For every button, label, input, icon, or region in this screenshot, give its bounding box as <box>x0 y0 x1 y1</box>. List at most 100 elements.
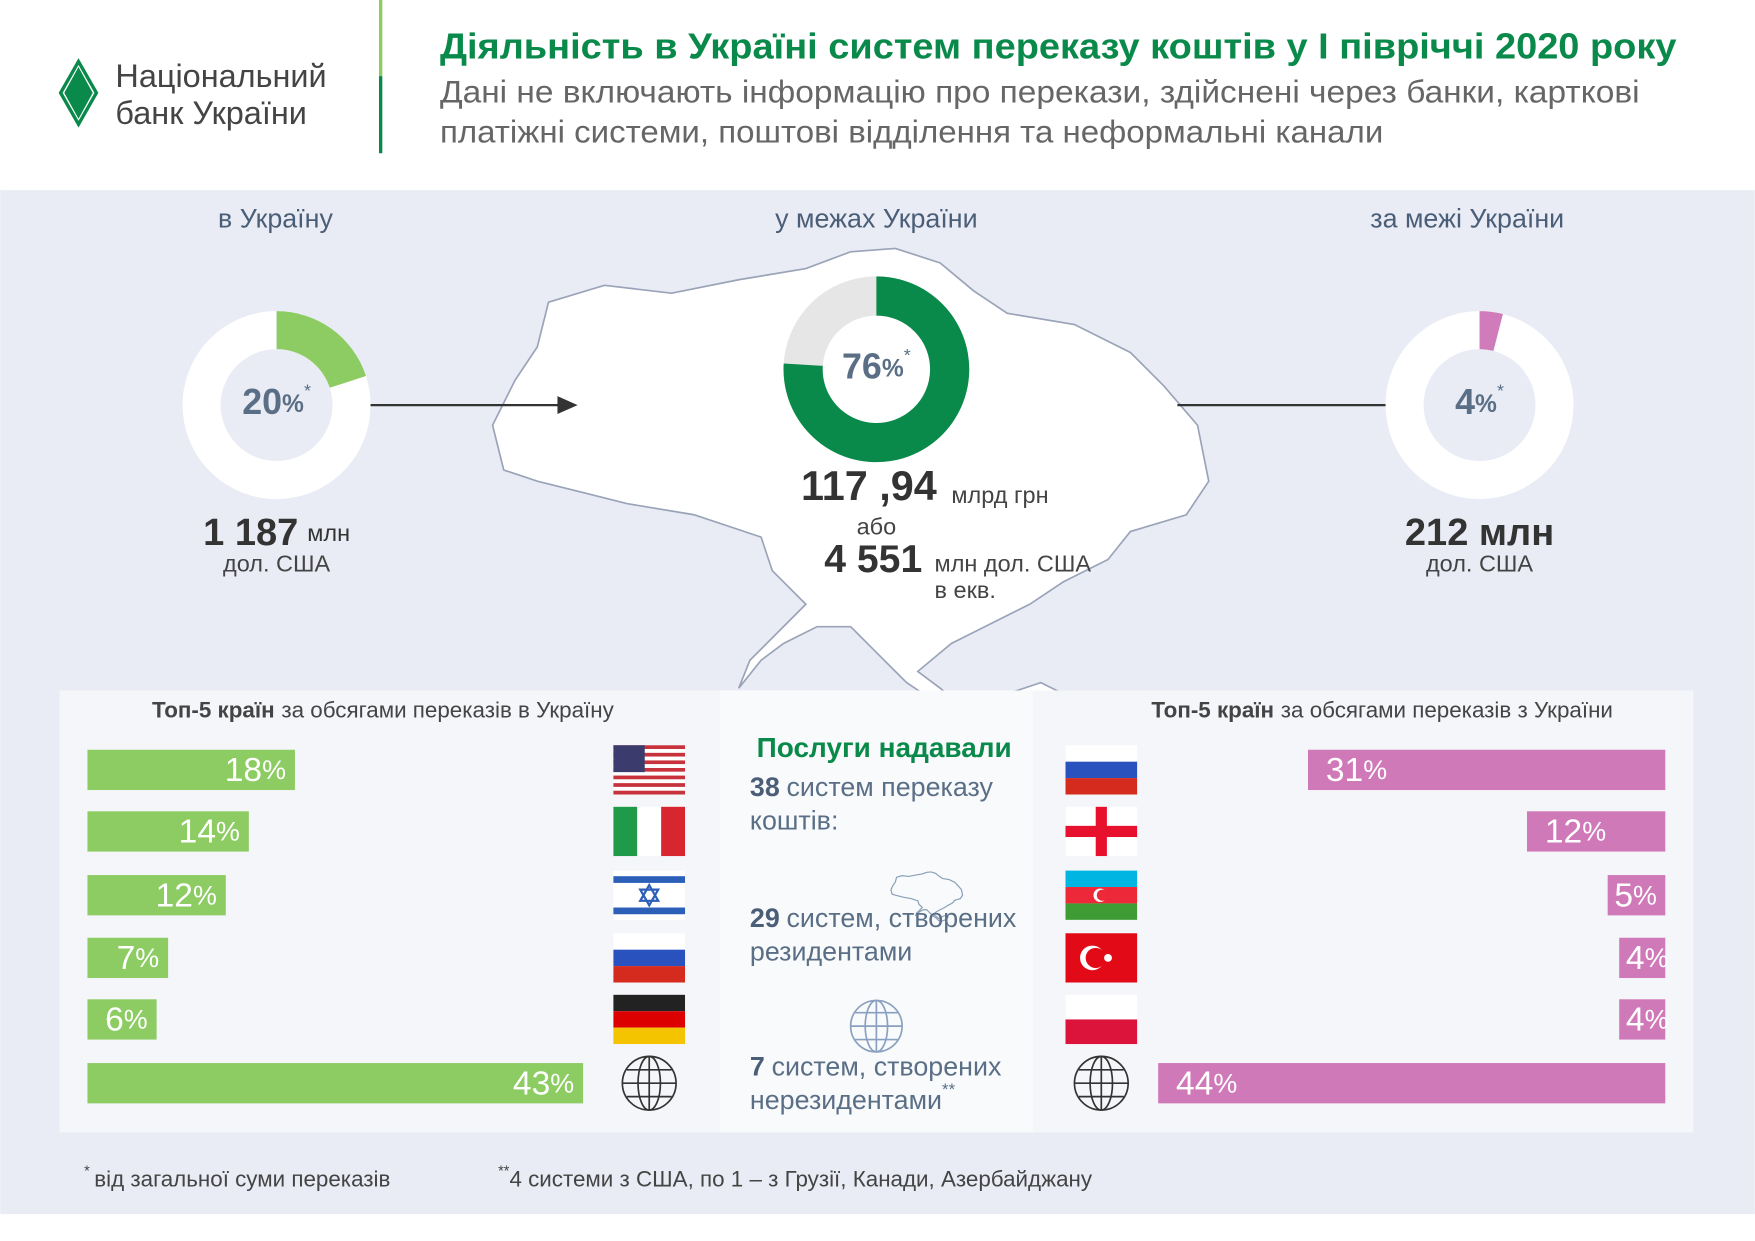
globe-icon <box>849 999 903 1053</box>
flag-stripe <box>613 771 686 776</box>
panel-title-rest: за обсягами переказів в Україну <box>281 698 614 723</box>
footnote: **4 системи з США, по 1 – з Грузії, Кана… <box>498 1163 1093 1191</box>
globe-icon <box>621 1055 677 1111</box>
panel-title: Топ-5 країн за обсягами переказів в Украї… <box>152 698 615 723</box>
flag-stripe <box>637 806 662 857</box>
panel-title: Топ-5 країн за обсягами переказів з Украї… <box>1151 698 1613 723</box>
header-bg <box>0 0 1755 191</box>
share-unit: % <box>882 355 904 382</box>
flag-crescent <box>1085 947 1106 968</box>
flag-stripe <box>613 907 686 915</box>
bar-value: 5 <box>1614 877 1633 914</box>
flag-stripe <box>1065 870 1138 888</box>
bar-value: 18 <box>225 752 262 789</box>
flag-stripe <box>613 1027 686 1045</box>
service-text: систем, створених <box>787 903 1017 933</box>
flag-stripe <box>613 790 686 795</box>
bar-value: 6 <box>105 1002 124 1039</box>
bar-unit: % <box>193 881 217 911</box>
amount-value: 212 млн <box>1405 512 1554 554</box>
footnote-text: від загальної суми переказів <box>94 1166 390 1191</box>
bar <box>87 1063 584 1104</box>
service-line: 29 систем, створених <box>750 903 1017 933</box>
subtitle: платіжні системи, поштові відділення та … <box>440 115 1383 150</box>
arrow-head <box>557 396 578 415</box>
amount: 1 187 млн <box>203 512 350 554</box>
bar-value: 31 <box>1326 752 1363 789</box>
or-label: або <box>857 513 897 539</box>
donut-track <box>182 311 371 500</box>
flow-label: у межах України <box>775 204 977 234</box>
flag-stripe <box>613 767 686 772</box>
footnote-text: 4 системи з США, по 1 – з Грузії, Канади… <box>509 1166 1092 1191</box>
bar-value: 14 <box>179 814 216 851</box>
bar-unit: % <box>216 817 240 847</box>
flag-stripe <box>613 752 686 757</box>
bar-unit: % <box>135 943 159 973</box>
map-ukraine <box>491 247 1210 740</box>
logo-text: банк України <box>115 95 306 131</box>
bar <box>1607 875 1666 916</box>
service-line: 7 систем, створених <box>750 1052 1002 1082</box>
bar-label: 44% <box>1176 1065 1237 1102</box>
flag-stripe <box>613 760 686 765</box>
flag-star <box>638 882 661 908</box>
flag-stripe <box>613 786 686 791</box>
share-label: 20%* <box>242 380 311 422</box>
bar-unit: % <box>262 755 286 785</box>
panel-title-bold: Топ-5 країн <box>152 698 275 723</box>
bars: 18%14%12%7%6%43%31%12%5%4%4%44% <box>87 749 1669 1104</box>
amount-unit: млн дол. США <box>935 550 1092 576</box>
panel-title-bold: Топ-5 країн <box>1151 698 1274 723</box>
bar <box>87 999 157 1040</box>
amount-value: 1 187 <box>203 512 298 554</box>
bar-label: 31% <box>1326 752 1387 789</box>
bar <box>1619 999 1666 1040</box>
flag-stripe <box>613 966 686 983</box>
share-value: 76 <box>842 347 882 387</box>
amount-unit: млн <box>307 520 350 546</box>
flag-canton <box>613 745 645 773</box>
bar-value: 4 <box>1626 1002 1645 1039</box>
bar-value: 12 <box>1545 814 1582 851</box>
flag-stripe <box>613 949 686 967</box>
logo-inner <box>64 67 93 119</box>
bar-label: 4% <box>1626 940 1669 977</box>
service-count: 7 <box>750 1052 765 1082</box>
bar <box>1619 937 1666 979</box>
bar <box>1307 749 1666 791</box>
bar-value: 12 <box>156 877 193 914</box>
bar-unit: % <box>1633 881 1657 911</box>
flag-stripe <box>613 994 686 1012</box>
service-count: 38 <box>750 772 780 802</box>
flags <box>613 745 1138 1111</box>
bar <box>87 749 295 791</box>
share-value: 4 <box>1455 383 1475 423</box>
share-label: 4%* <box>1455 380 1504 422</box>
bar <box>1158 1063 1666 1104</box>
donut-arc <box>783 276 970 463</box>
bar <box>1526 811 1666 852</box>
bar-label: 6% <box>105 1002 148 1039</box>
note-mark: * <box>304 380 311 400</box>
panel <box>719 690 1034 1133</box>
bar-value: 43 <box>513 1065 550 1102</box>
logo-outer <box>58 58 99 128</box>
service-count: 29 <box>750 903 780 933</box>
flag-stripe <box>613 749 686 753</box>
flag-stripe <box>1065 903 1138 920</box>
bar <box>87 875 226 916</box>
flow-label: за межі України <box>1370 204 1564 234</box>
bar-value: 4 <box>1626 940 1645 977</box>
flag-stripe <box>613 756 686 761</box>
note-mark: * <box>904 345 911 365</box>
flag-cross <box>1065 825 1138 838</box>
bar-value: 7 <box>117 940 136 977</box>
share-unit: % <box>1475 391 1497 418</box>
amount-note: дол. США <box>1426 550 1533 576</box>
bar <box>87 811 249 852</box>
bar-label: 12% <box>1545 814 1606 851</box>
amount-note: в екв. <box>935 577 996 603</box>
note-mark: * <box>84 1163 90 1179</box>
footnote: * від загальної суми переказів <box>84 1163 390 1191</box>
